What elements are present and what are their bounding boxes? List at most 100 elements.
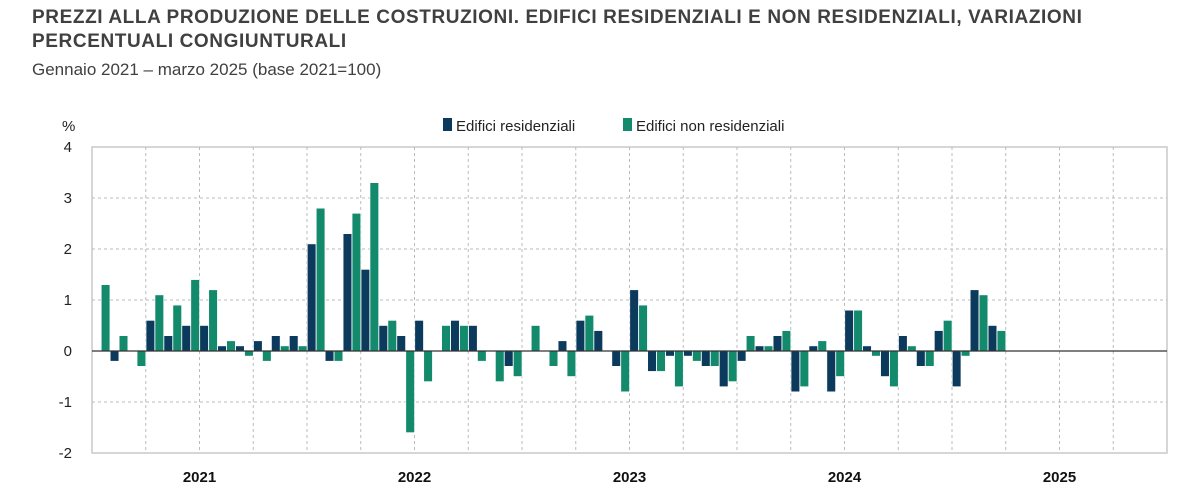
bar-non-residenziali	[548, 350, 559, 367]
bar-residenziali	[378, 325, 388, 352]
bar-non-residenziali	[710, 350, 720, 367]
bar-non-residenziali	[280, 345, 290, 352]
bar-non-residenziali	[907, 345, 917, 352]
bar-residenziali	[916, 350, 926, 367]
bar-residenziali	[109, 350, 120, 362]
y-tick-label: -1	[59, 394, 72, 411]
bar-non-residenziali	[298, 345, 308, 352]
bar-residenziali	[754, 345, 765, 352]
bar-non-residenziali	[584, 314, 594, 352]
bar-residenziali	[593, 330, 603, 352]
bar-non-residenziali	[459, 325, 469, 352]
bar-residenziali	[880, 350, 890, 377]
bar-non-residenziali	[387, 320, 397, 352]
y-tick-label: 0	[64, 343, 72, 360]
y-tick-label: 1	[64, 292, 72, 309]
bar-residenziali	[504, 350, 514, 367]
bar-non-residenziali	[978, 294, 989, 352]
bar-residenziali	[324, 350, 335, 362]
bar-non-residenziali	[620, 350, 630, 393]
bar-residenziali	[360, 269, 371, 352]
bar-non-residenziali	[351, 213, 362, 352]
bar-non-residenziali	[745, 335, 756, 352]
legend-label-non-residenziali: Edifici non residenziali	[636, 118, 784, 135]
legend-swatch-residenziali	[443, 118, 452, 131]
bar-residenziali	[934, 330, 944, 352]
x-tick-label: 2025	[1043, 469, 1076, 486]
bar-non-residenziali	[835, 350, 845, 377]
bar-residenziali	[181, 325, 191, 352]
bar-residenziali	[468, 325, 478, 352]
bar-non-residenziali	[763, 345, 774, 352]
x-tick-label: 2021	[183, 469, 216, 486]
bar-non-residenziali	[853, 309, 863, 352]
x-tick-label: 2024	[828, 469, 862, 486]
bar-non-residenziali	[530, 325, 541, 352]
bar-residenziali	[772, 335, 783, 352]
bar-residenziali	[719, 350, 729, 388]
y-tick-label: 4	[64, 139, 72, 156]
bar-non-residenziali	[692, 350, 702, 362]
bar-residenziali	[826, 350, 836, 393]
bar-residenziali	[701, 350, 711, 367]
bar-non-residenziali	[333, 350, 344, 362]
bar-residenziali	[235, 345, 245, 352]
bar-non-residenziali	[781, 330, 792, 352]
bar-residenziali	[199, 325, 209, 352]
bar-non-residenziali	[513, 350, 523, 377]
bar-non-residenziali	[136, 350, 147, 367]
bar-residenziali	[683, 350, 693, 357]
bar-residenziali	[557, 340, 568, 352]
bar-non-residenziali	[405, 350, 415, 433]
bar-non-residenziali	[638, 304, 648, 352]
bar-non-residenziali	[495, 350, 505, 382]
y-axis-label: %	[62, 118, 75, 135]
bar-non-residenziali	[943, 320, 953, 352]
bar-non-residenziali	[423, 350, 433, 382]
bar-residenziali	[647, 350, 657, 372]
bar-non-residenziali	[441, 325, 451, 352]
bar-residenziali	[163, 335, 173, 352]
bar-non-residenziali	[960, 350, 971, 357]
bar-non-residenziali	[154, 294, 164, 352]
bar-non-residenziali	[226, 340, 236, 352]
x-tick-label: 2023	[613, 469, 646, 486]
bar-non-residenziali	[315, 207, 326, 352]
bar-non-residenziali	[871, 350, 881, 357]
bar-non-residenziali	[996, 330, 1007, 352]
bar-residenziali	[898, 335, 908, 352]
chart-title: PREZZI ALLA PRODUZIONE DELLE COSTRUZIONI…	[32, 7, 1083, 52]
bar-residenziali	[414, 320, 424, 352]
y-tick-label: 2	[64, 241, 72, 258]
bar-non-residenziali	[208, 289, 218, 352]
bar-non-residenziali	[262, 350, 272, 362]
bar-residenziali	[396, 335, 406, 352]
bar-residenziali	[306, 243, 317, 352]
bar-non-residenziali	[477, 350, 487, 362]
bar-residenziali	[145, 320, 156, 352]
bar-residenziali	[844, 309, 854, 352]
bar-non-residenziali	[799, 350, 809, 388]
bar-non-residenziali	[566, 350, 577, 377]
bar-non-residenziali	[656, 350, 666, 372]
legend: Edifici residenziali Edifici non residen…	[443, 118, 784, 135]
x-tick-label: 2022	[398, 469, 431, 486]
bar-residenziali	[217, 345, 227, 352]
bar-non-residenziali	[925, 350, 935, 367]
bar-residenziali	[271, 335, 281, 352]
bar-non-residenziali	[817, 340, 827, 352]
chart-subtitle: Gennaio 2021 – marzo 2025 (base 2021=100…	[32, 60, 382, 79]
bar-non-residenziali	[118, 335, 129, 352]
bar-residenziali	[808, 345, 818, 352]
bar-non-residenziali	[244, 350, 254, 357]
bar-non-residenziali	[728, 350, 738, 382]
bar-non-residenziali	[190, 279, 200, 352]
bar-residenziali	[665, 350, 675, 357]
legend-label-residenziali: Edifici residenziali	[456, 118, 575, 135]
bar-residenziali	[289, 335, 299, 352]
bar-residenziali	[790, 350, 801, 393]
bar-residenziali	[862, 345, 872, 352]
bar-non-residenziali	[172, 304, 182, 352]
bar-residenziali	[951, 350, 962, 388]
bar-residenziali	[342, 233, 353, 352]
